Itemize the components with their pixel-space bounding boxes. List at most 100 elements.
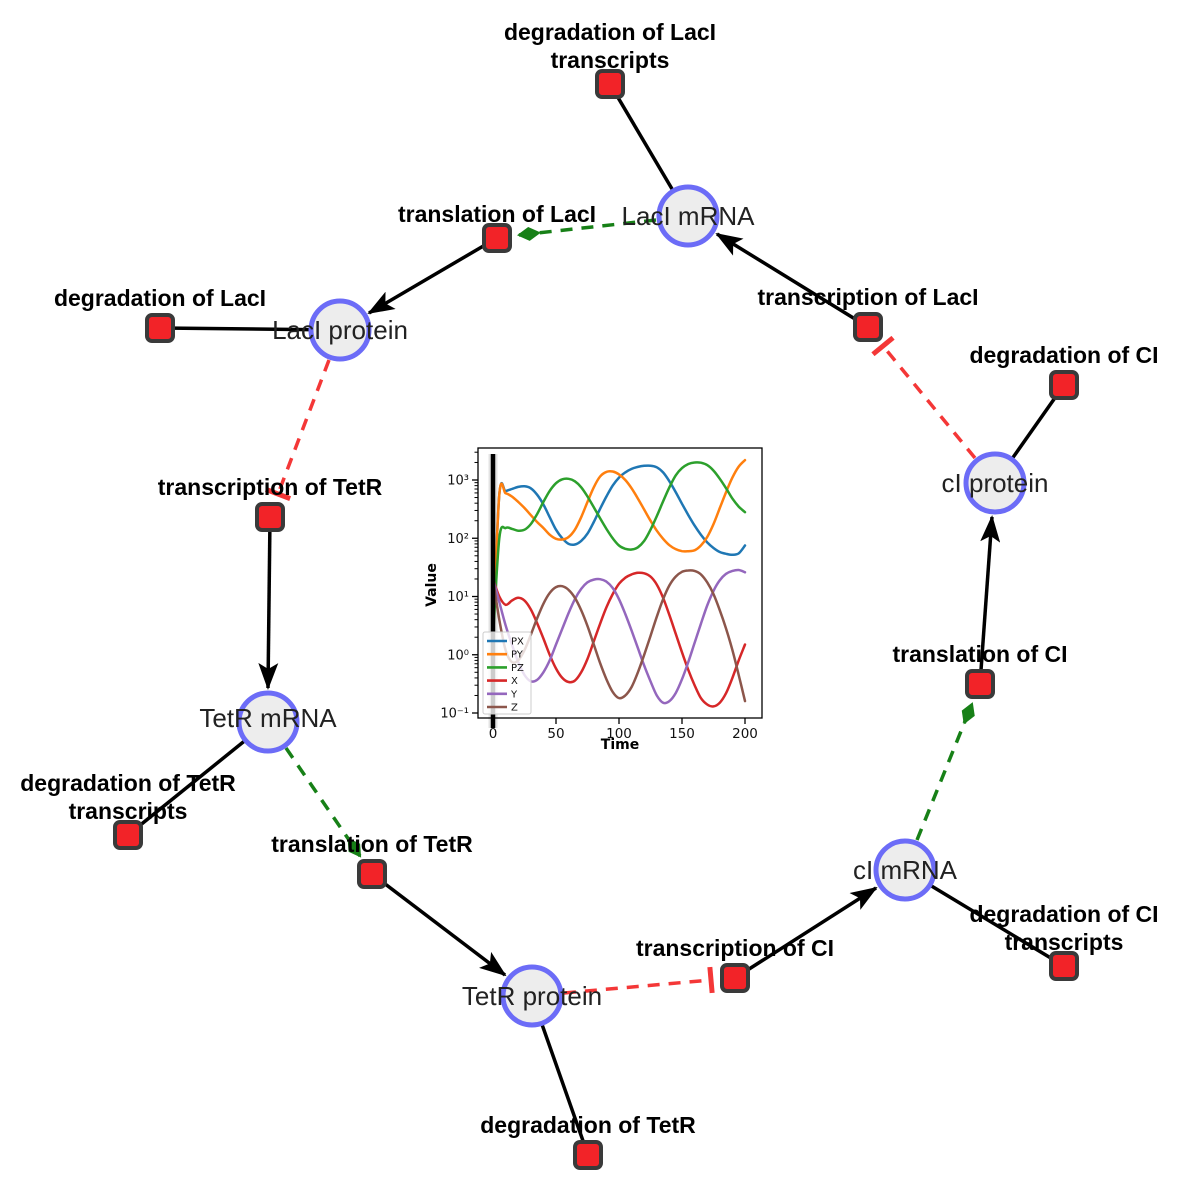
reaction-square[interactable]	[1049, 951, 1079, 981]
reaction-label: transcription of TetR	[158, 474, 383, 500]
species-nodes: LacI mRNA LacI protein TetR mRNA TetR pr…	[199, 184, 1049, 1028]
reaction-square[interactable]	[145, 313, 175, 343]
reaction-square[interactable]	[595, 69, 625, 99]
reaction-label-line2: transcripts	[69, 798, 188, 824]
reaction-label-line2: transcripts	[1005, 929, 1124, 955]
x-axis-label: Time	[601, 737, 639, 753]
legend-label-PY: PY	[511, 650, 524, 661]
species-circle[interactable]	[308, 298, 372, 362]
reaction-square[interactable]	[720, 963, 750, 993]
reaction-square[interactable]	[853, 312, 883, 342]
reaction-node-transcription-laci[interactable]: transcription of LacI	[757, 284, 979, 342]
curve-PZ	[491, 461, 747, 639]
curve-X	[491, 571, 747, 708]
reaction-node-translation-laci[interactable]: translation of LacI	[398, 201, 596, 253]
plot-frame	[477, 447, 763, 719]
species-circle[interactable]	[873, 838, 937, 902]
species-circle[interactable]	[500, 964, 564, 1028]
reaction-square[interactable]	[357, 859, 387, 889]
x-tick-label: 200	[732, 726, 758, 742]
reaction-square[interactable]	[965, 669, 995, 699]
edge-tetr-protein-to-transcription-ci	[563, 966, 715, 995]
reaction-label: degradation of CI	[969, 342, 1158, 368]
y-axis-label: Value	[424, 563, 440, 607]
y-tick-label: 10¹	[447, 590, 469, 605]
reaction-label: degradation of TetR	[480, 1112, 696, 1138]
species-node-laci-mrna[interactable]: LacI mRNA	[622, 184, 756, 248]
reaction-label: translation of CI	[892, 641, 1067, 667]
reaction-label: transcription of CI	[636, 935, 834, 961]
y-tick-label: 10³	[447, 474, 469, 489]
y-tick-label: 10²	[447, 532, 469, 547]
reaction-node-degradation-tetr-transcripts[interactable]: degradation of TetR transcripts	[20, 770, 236, 850]
x-tick-label: 50	[547, 726, 564, 742]
reaction-node-degradation-tetr[interactable]: degradation of TetR	[480, 1112, 696, 1170]
reaction-node-degradation-ci[interactable]: degradation of CI	[969, 342, 1159, 400]
edge-translation-laci-to-laci-protein	[367, 236, 498, 315]
edge-transcription-ci-to-ci-mrna	[734, 886, 878, 980]
x-tick-label: 100	[606, 726, 632, 742]
edge-ci-mrna-to-translation-ci	[915, 702, 975, 841]
y-tick-label: 10⁰	[447, 648, 469, 663]
reaction-node-degradation-laci-transcripts[interactable]: degradation of LacI transcripts	[504, 19, 716, 99]
curve-PX	[491, 464, 747, 639]
reaction-label: translation of LacI	[398, 201, 596, 227]
species-node-ci-protein[interactable]: cI protein	[942, 451, 1049, 515]
legend-label-X: X	[511, 676, 518, 687]
reaction-label: degradation of TetR	[20, 770, 236, 796]
edge-tetr-mrna-to-translation-tetr	[284, 747, 362, 858]
edge-translation-tetr-to-tetr-protein	[370, 872, 507, 977]
edge-transcription-tetr-to-tetr-mrna	[258, 516, 279, 690]
edge-translation-ci-to-ci-protein	[978, 515, 1001, 685]
species-label: TetR mRNA	[199, 703, 337, 733]
species-label: cI protein	[942, 468, 1049, 498]
legend-label-Y: Y	[510, 689, 518, 700]
x-tick-label: 150	[669, 726, 695, 742]
species-label: LacI protein	[272, 315, 408, 345]
reaction-node-degradation-laci[interactable]: degradation of LacI	[54, 285, 266, 343]
legend-label-Z: Z	[511, 703, 518, 714]
species-node-ci-mrna[interactable]: cI mRNA	[853, 838, 958, 902]
species-label: TetR protein	[462, 981, 602, 1011]
edge-transcription-laci-to-laci-mrna	[715, 232, 869, 329]
curve-PY	[491, 458, 747, 639]
species-node-laci-protein[interactable]: LacI protein	[272, 298, 408, 362]
reaction-node-transcription-tetr[interactable]: transcription of TetR	[158, 474, 383, 532]
legend-label-PZ: PZ	[511, 663, 524, 674]
species-circle[interactable]	[963, 451, 1027, 515]
legend-label-PX: PX	[511, 637, 524, 648]
reaction-node-degradation-ci-transcripts[interactable]: degradation of CI transcripts	[969, 901, 1159, 981]
reaction-node-translation-ci[interactable]: translation of CI	[892, 641, 1068, 699]
reaction-label: degradation of LacI	[504, 19, 716, 45]
reaction-nodes: degradation of LacI transcripts translat…	[20, 19, 1159, 1170]
species-label: LacI mRNA	[622, 201, 756, 231]
reaction-label: translation of TetR	[271, 831, 473, 857]
reaction-label-line2: transcripts	[551, 47, 670, 73]
reaction-label: degradation of LacI	[54, 285, 266, 311]
reaction-node-translation-tetr[interactable]: translation of TetR	[271, 831, 473, 889]
edge-ci-protein-to-transcription-laci	[871, 335, 977, 460]
species-node-tetr-protein[interactable]: TetR protein	[462, 964, 602, 1028]
species-circle[interactable]	[656, 184, 720, 248]
reaction-square[interactable]	[113, 820, 143, 850]
chart-legend: PX PY PZ XYZ	[482, 631, 532, 715]
x-tick-label: 0	[489, 726, 498, 742]
reaction-square[interactable]	[1049, 370, 1079, 400]
reaction-node-transcription-ci[interactable]: transcription of CI	[636, 935, 834, 993]
curve-Z	[491, 569, 747, 703]
reaction-square[interactable]	[255, 502, 285, 532]
edge-laci-protein-to-transcription-tetr	[264, 359, 331, 501]
reaction-label: degradation of CI	[969, 901, 1158, 927]
species-circle[interactable]	[236, 690, 300, 754]
reaction-square[interactable]	[573, 1140, 603, 1170]
reaction-square[interactable]	[482, 223, 512, 253]
chart-ticks: 10⁻¹ 10⁰ 10¹ 10² 10³ 0 50 100 150 200	[440, 451, 758, 742]
curve-Y	[491, 568, 747, 705]
species-node-tetr-mrna[interactable]: TetR mRNA	[199, 690, 337, 754]
y-tick-label: 10⁻¹	[440, 707, 469, 722]
reaction-label: transcription of LacI	[757, 284, 978, 310]
species-label: cI mRNA	[853, 855, 958, 885]
